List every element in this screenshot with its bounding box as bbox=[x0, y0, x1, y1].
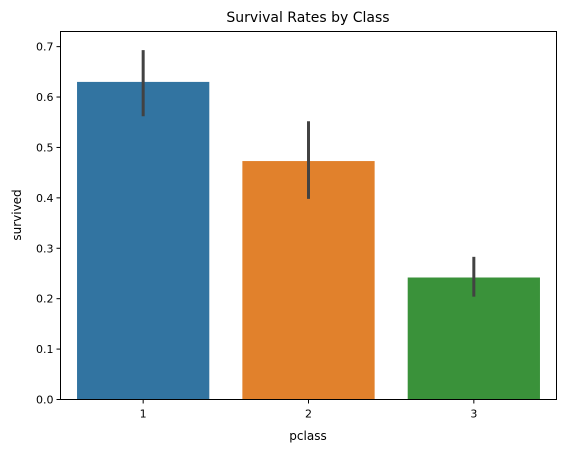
y-axis-label: survived bbox=[10, 189, 24, 240]
y-tick-label: 0.1 bbox=[36, 343, 54, 356]
bar-class-1 bbox=[77, 81, 210, 400]
x-tick-label: 3 bbox=[470, 408, 477, 421]
x-axis: 1 2 3 bbox=[140, 399, 477, 421]
x-tick-label: 2 bbox=[305, 408, 312, 421]
y-tick-label: 0.7 bbox=[36, 41, 54, 54]
y-tick-label: 0.0 bbox=[36, 394, 54, 407]
y-tick-label: 0.3 bbox=[36, 242, 54, 255]
y-tick-label: 0.2 bbox=[36, 293, 54, 306]
chart-title: Survival Rates by Class bbox=[226, 10, 389, 26]
error-bars-group bbox=[141, 50, 476, 297]
x-axis-label: pclass bbox=[289, 429, 326, 443]
x-tick-label: 1 bbox=[140, 408, 147, 421]
bars-group bbox=[77, 81, 540, 400]
bar-class-2 bbox=[242, 161, 375, 400]
y-tick-label: 0.6 bbox=[36, 91, 54, 104]
y-tick-label: 0.4 bbox=[36, 192, 54, 205]
y-tick-label: 0.5 bbox=[36, 141, 54, 154]
bar-class-3 bbox=[407, 277, 540, 400]
plot-frame bbox=[60, 31, 557, 400]
y-axis: 0.0 0.1 0.2 0.3 0.4 0.5 0.6 0.7 bbox=[36, 41, 61, 407]
